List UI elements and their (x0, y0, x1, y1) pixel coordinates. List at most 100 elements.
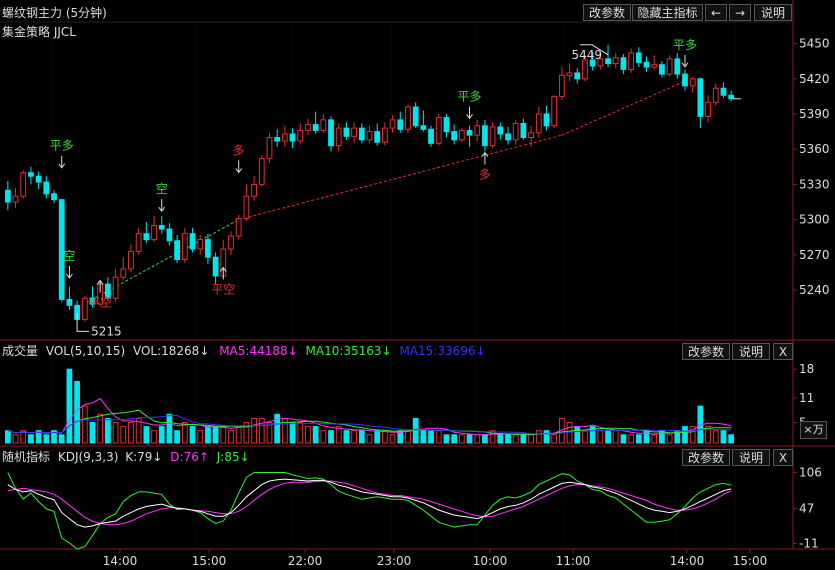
kdj-k-line (7, 478, 732, 528)
hide-main-indicator-button[interactable]: 隐藏主指标 (632, 4, 703, 21)
candlestick (712, 83, 719, 106)
candlestick (166, 223, 173, 246)
candlestick (566, 63, 573, 82)
candlestick (281, 125, 288, 147)
volume-bar (74, 381, 80, 444)
candle-body (574, 72, 581, 80)
candlestick (682, 69, 688, 91)
volume-bar (343, 430, 350, 444)
volume-unit-button[interactable]: ×万 (800, 421, 827, 439)
candlestick (151, 216, 157, 242)
kdj-change-params-button[interactable]: 改参数 (682, 449, 730, 466)
candle-body (612, 57, 619, 65)
candle-body (474, 125, 481, 136)
candlestick (605, 44, 611, 68)
signal-down-arrow-icon (158, 199, 166, 212)
candle-body (543, 113, 550, 127)
candlestick (489, 122, 496, 149)
candle-body (659, 64, 665, 75)
kdj-tick-label: 106 (799, 465, 822, 479)
candlestick (4, 180, 11, 211)
candle-body (20, 172, 27, 197)
candle-body (720, 87, 727, 96)
kdj-k-value: K:79↓ (125, 450, 163, 464)
candlestick (258, 155, 265, 187)
volume-bar (197, 430, 204, 444)
candle-body (582, 59, 588, 80)
candlestick (412, 102, 419, 129)
candle-body (28, 172, 34, 177)
candle-body (489, 126, 496, 147)
candle-body (643, 61, 650, 68)
trade-signal-label: 空 (156, 182, 168, 196)
candlestick (589, 51, 596, 71)
candle-body (397, 119, 404, 130)
volume-bar (605, 430, 611, 444)
price-tick-label: 5360 (799, 142, 830, 156)
kdj-close-button[interactable]: X (773, 449, 793, 466)
candlestick (320, 114, 327, 133)
candlestick (635, 47, 642, 68)
candle-body (320, 119, 327, 131)
candlestick (597, 51, 604, 70)
candlestick (535, 106, 542, 138)
volume-bar (212, 426, 219, 444)
volume-bar (374, 430, 381, 444)
candle-body (143, 233, 150, 241)
change-params-button[interactable]: 改参数 (583, 4, 631, 21)
candle-body (120, 268, 127, 278)
volume-change-params-button[interactable]: 改参数 (682, 343, 730, 360)
candlestick (197, 234, 204, 255)
candlestick (512, 119, 519, 145)
price-tick-label: 5450 (799, 37, 830, 51)
candle-body (4, 189, 11, 203)
candle-body (382, 127, 388, 143)
volume-panel-name: 成交量 (2, 344, 39, 358)
candlestick (451, 124, 458, 145)
prev-arrow-button[interactable]: ← (705, 4, 727, 21)
candle-body (281, 133, 288, 142)
time-tick-label: 14:00 (103, 554, 138, 568)
kdj-help-button[interactable]: 说明 (732, 449, 770, 466)
next-arrow-button[interactable]: → (729, 4, 751, 21)
candlestick (428, 125, 434, 147)
candlestick (397, 111, 404, 133)
volume-help-button[interactable]: 说明 (732, 343, 770, 360)
trend-line-short (76, 219, 239, 309)
candlestick (458, 128, 465, 143)
candlestick (43, 176, 50, 199)
candle-body (66, 298, 73, 306)
candlestick (205, 233, 211, 265)
candlestick (520, 118, 527, 140)
candlestick (58, 198, 65, 302)
candlestick (343, 122, 350, 140)
volume-bar (158, 426, 165, 444)
price-tick-label: 5420 (799, 72, 830, 86)
volume-bar (512, 434, 519, 444)
candlestick (689, 76, 696, 93)
volume-bar (458, 434, 465, 444)
candlestick (574, 68, 581, 84)
candlestick (297, 123, 304, 145)
volume-bar (628, 434, 635, 444)
candlestick (612, 52, 619, 69)
candle-body (689, 78, 696, 87)
volume-bar (482, 434, 488, 444)
volume-bar (497, 434, 504, 444)
signal-down-arrow-icon (58, 155, 66, 169)
volume-bar (220, 426, 227, 444)
kdj-tick-label: 47 (799, 501, 814, 515)
candlestick (482, 119, 488, 152)
candle-body (335, 127, 342, 147)
volume-bar (81, 405, 88, 444)
candle-body (135, 233, 142, 252)
volume-close-button[interactable]: X (773, 343, 793, 360)
volume-bar (682, 426, 688, 444)
candlestick (728, 90, 735, 102)
volume-header: 成交量 VOL(5,10,15) VOL:18268↓ MA5:44188↓ M… (2, 342, 486, 359)
candle-body (266, 136, 273, 160)
help-button[interactable]: 说明 (754, 4, 792, 21)
volume-bar (582, 430, 588, 444)
